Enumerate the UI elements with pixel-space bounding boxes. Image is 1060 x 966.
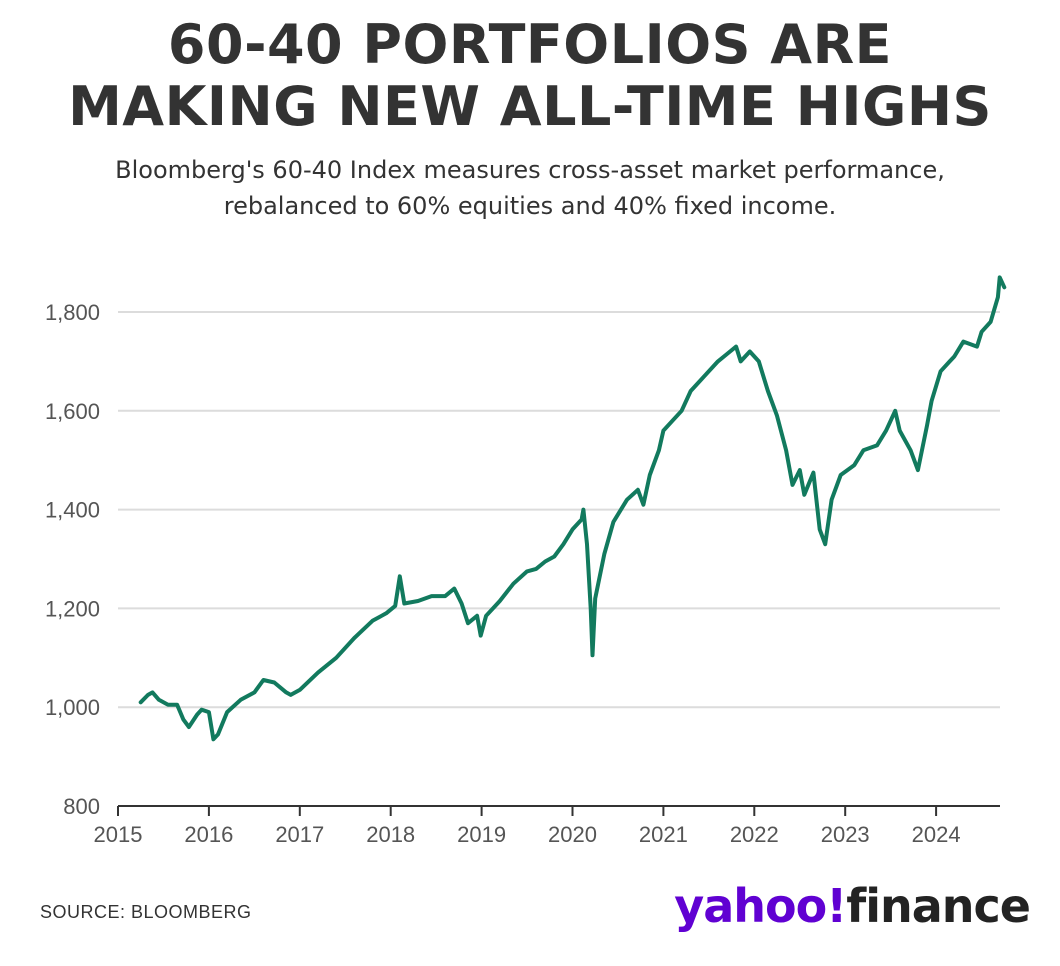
chart-title: 60-40 PORTFOLIOS ARE MAKING NEW ALL-TIME… <box>0 14 1060 138</box>
x-tick-label: 2022 <box>730 822 779 847</box>
x-tick-label: 2015 <box>94 822 143 847</box>
y-tick-label: 1,200 <box>45 596 100 621</box>
x-tick-label: 2021 <box>639 822 688 847</box>
logo-yahoo-text: yahoo! <box>674 879 847 933</box>
logo-finance-text: finance <box>846 879 1031 933</box>
y-tick-label: 1,800 <box>45 300 100 325</box>
x-tick-label: 2017 <box>275 822 324 847</box>
x-tick-label: 2020 <box>548 822 597 847</box>
chart-title-line-2: MAKING NEW ALL-TIME HIGHS <box>68 75 992 138</box>
y-tick-label: 1,000 <box>45 695 100 720</box>
chart-title-line-1: 60-40 PORTFOLIOS ARE <box>167 13 893 76</box>
series-layer <box>138 275 1007 742</box>
chart-subtitle: Bloomberg's 60-40 Index measures cross-a… <box>0 152 1060 224</box>
x-axis: 2015 2016 2017 2018 2019 2020 2021 2022 2023 2024 <box>94 805 1000 847</box>
chart-subtitle-line-2: rebalanced to 60% equities and 40% fixed… <box>223 192 837 220</box>
x-tick-label: 2024 <box>912 822 961 847</box>
x-tick-label: 2019 <box>457 822 506 847</box>
chart-subtitle-line-1: Bloomberg's 60-40 Index measures cross-a… <box>115 156 945 184</box>
line-chart: 2015 2016 2017 2018 2019 2020 2021 2022 2023 2024… <box>45 275 1007 847</box>
source-note: SOURCE: BLOOMBERG <box>40 902 252 922</box>
y-tick-label: 800 <box>63 794 100 819</box>
series-line <box>138 275 1007 742</box>
x-tick-label: 2016 <box>184 822 233 847</box>
yahoo-finance-logo: yahoo!finance <box>674 876 1031 936</box>
y-tick-label: 1,400 <box>45 498 100 523</box>
x-tick-label: 2018 <box>366 822 415 847</box>
gridlines <box>118 311 1000 807</box>
y-tick-label: 1,600 <box>45 399 100 424</box>
y-axis: 800 1,000 1,200 1,400 1,600 1,800 <box>45 300 100 819</box>
x-tick-label: 2023 <box>821 822 870 847</box>
